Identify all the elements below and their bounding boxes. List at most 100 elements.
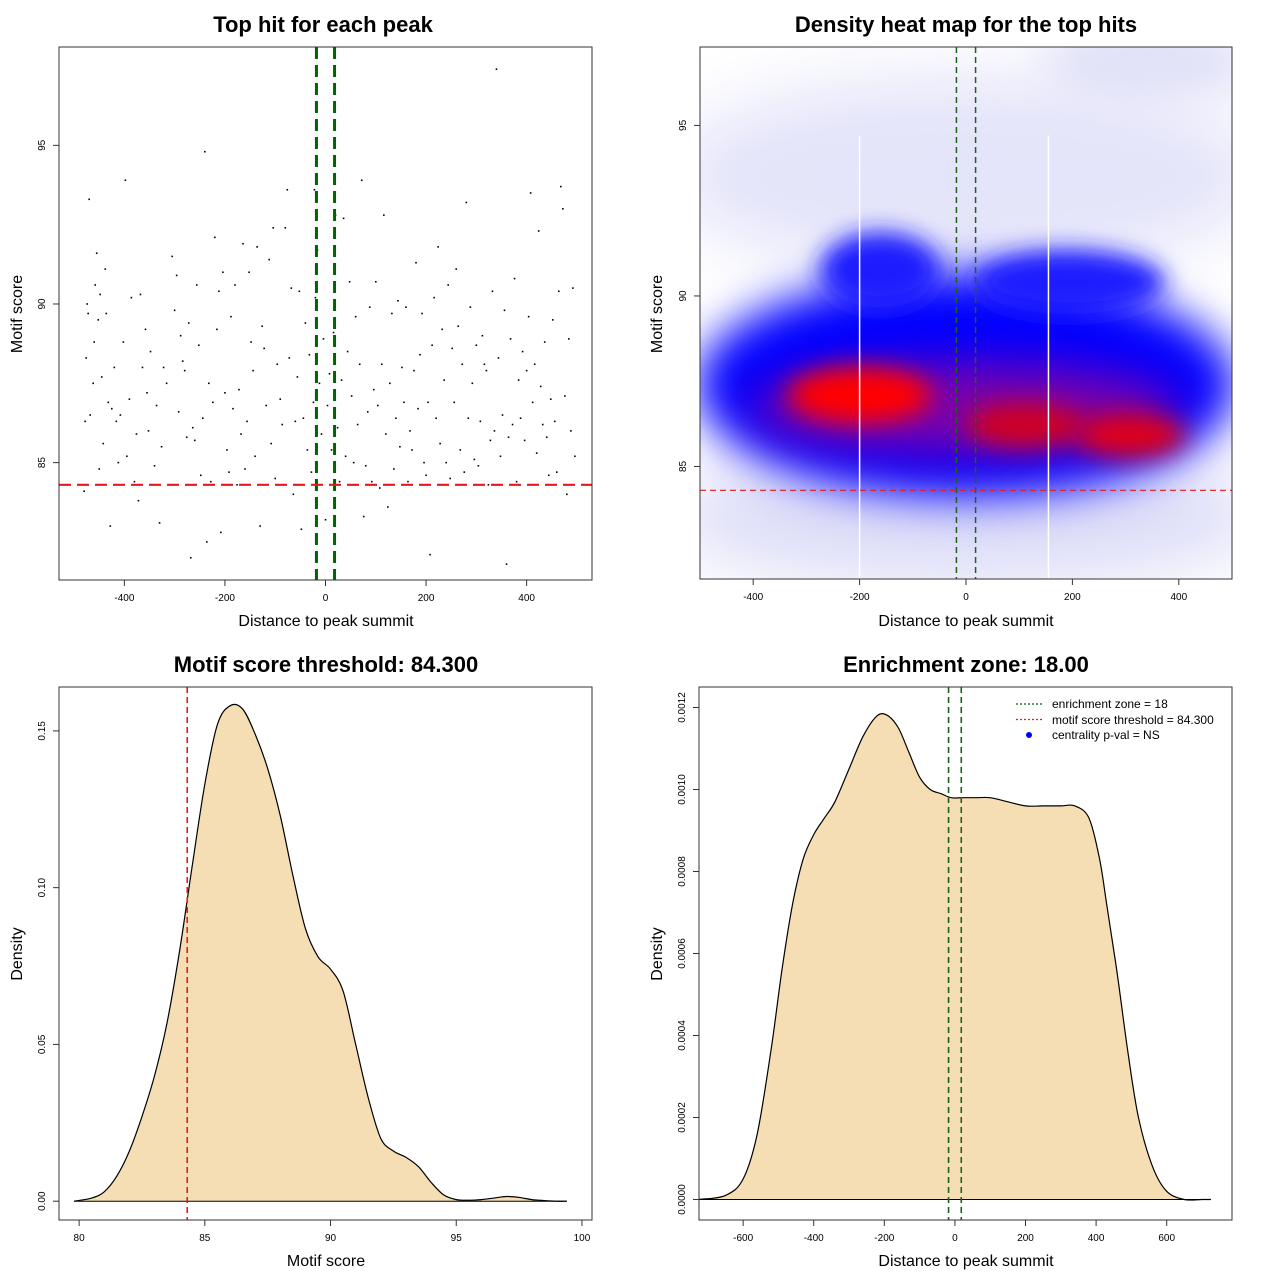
- scatter-point: [274, 477, 277, 480]
- scatter-point: [383, 214, 385, 216]
- y-tick-label: 90: [678, 290, 689, 302]
- scatter-point: [310, 471, 313, 473]
- scatter-point: [568, 338, 570, 340]
- scatter-point: [330, 449, 333, 451]
- scatter-point: [340, 379, 343, 381]
- scatter-point: [110, 407, 113, 410]
- scatter-point: [556, 471, 558, 473]
- scatter-point: [507, 436, 510, 439]
- density-curve: [73, 703, 567, 1202]
- y-tick-label: 85: [678, 460, 689, 472]
- scatter-point: [387, 506, 389, 508]
- scatter-point: [537, 230, 540, 232]
- scatter-point: [246, 420, 248, 423]
- scatter-point: [133, 480, 136, 483]
- scatter-point: [279, 398, 282, 400]
- x-axis: -400 -200 0 200 400: [114, 579, 535, 604]
- scatter-point: [348, 280, 351, 283]
- heatmap-bump-2: [975, 250, 1165, 314]
- scatter-point: [290, 287, 293, 289]
- scatter-point: [543, 341, 546, 343]
- legend-swatch-centrality: [1026, 732, 1032, 738]
- y-tick-label: 0.0008: [677, 856, 688, 887]
- scatter-point: [113, 366, 116, 369]
- scatter-point: [254, 455, 256, 458]
- scatter-point: [533, 363, 536, 366]
- scatter-point: [560, 185, 562, 188]
- x-tick-label: -400: [804, 1233, 824, 1244]
- scatter-point: [328, 372, 331, 375]
- scatter-point: [551, 319, 554, 321]
- reference-lines: [947, 687, 963, 1220]
- scatter-point: [259, 525, 261, 527]
- scatter-point: [199, 474, 202, 477]
- scatter-point: [230, 315, 232, 318]
- scatter-point: [214, 236, 216, 239]
- scatter-point: [318, 382, 321, 385]
- scatter-point: [395, 417, 397, 419]
- scatter-point: [553, 420, 556, 423]
- scatter-point: [97, 319, 100, 321]
- x-tick-label: 85: [199, 1233, 211, 1244]
- scatter-point: [88, 198, 90, 201]
- x-tick-label: -200: [874, 1233, 894, 1244]
- scatter-point: [485, 369, 488, 372]
- scatter-point: [497, 357, 500, 359]
- scatter-point: [352, 461, 355, 464]
- x-tick-label: 95: [451, 1233, 463, 1244]
- scatter-point: [338, 480, 341, 483]
- scatter-point: [379, 487, 381, 489]
- scatter-point: [281, 423, 284, 426]
- y-tick-label: 0.0002: [677, 1102, 688, 1133]
- scatter-point: [87, 312, 89, 315]
- scatter-point: [153, 464, 156, 467]
- scatter-point: [248, 271, 250, 274]
- scatter-point: [314, 296, 317, 299]
- scatter-point: [276, 363, 279, 366]
- y-tick-label: 0.00: [37, 1191, 48, 1211]
- scatter-points: [83, 68, 576, 565]
- scatter-point: [455, 268, 458, 270]
- legend-label: enrichment zone = 18: [1052, 697, 1168, 711]
- scatter-point: [549, 398, 552, 400]
- scatter-point: [175, 274, 178, 277]
- scatter-point: [475, 344, 478, 347]
- scatter-point: [517, 379, 520, 381]
- x-axis-label: Motif score: [287, 1253, 365, 1270]
- scatter-point: [449, 477, 452, 480]
- scatter-point: [437, 246, 439, 248]
- heatmap-surface: [700, 47, 1232, 579]
- scatter-point: [364, 464, 367, 467]
- scatter-point: [393, 468, 395, 470]
- scatter-point: [130, 296, 133, 299]
- scatter-point: [346, 350, 349, 353]
- y-axis-label: Density: [649, 927, 666, 980]
- scatter-point: [358, 363, 361, 366]
- y-tick-label: 0.0004: [677, 1020, 688, 1051]
- heatmap-peak-right: [1075, 413, 1185, 457]
- scatter-point: [189, 556, 192, 559]
- scatter-point: [105, 312, 108, 315]
- y-axis: 85 90 95: [678, 119, 701, 472]
- y-tick-label: 0.0006: [677, 938, 688, 969]
- density-curve: [698, 713, 1211, 1201]
- scatter-point: [292, 493, 295, 496]
- scatter-point: [403, 401, 405, 404]
- scatter-point: [491, 290, 494, 293]
- scatter-point: [362, 515, 365, 518]
- scatter-point: [562, 208, 564, 210]
- scatter-point: [165, 382, 168, 385]
- scatter-point: [119, 414, 122, 416]
- scatter-point: [240, 433, 242, 435]
- scatter-point: [95, 252, 98, 255]
- scatter-point: [547, 474, 550, 477]
- scatter-point: [389, 382, 391, 385]
- scatter-point: [185, 436, 188, 439]
- scatter-point: [155, 404, 158, 407]
- scatter-point: [374, 280, 377, 283]
- y-tick-label: 90: [37, 298, 48, 310]
- scatter-point: [99, 293, 102, 296]
- scatter-point: [525, 369, 528, 372]
- x-tick-label: 200: [1017, 1233, 1034, 1244]
